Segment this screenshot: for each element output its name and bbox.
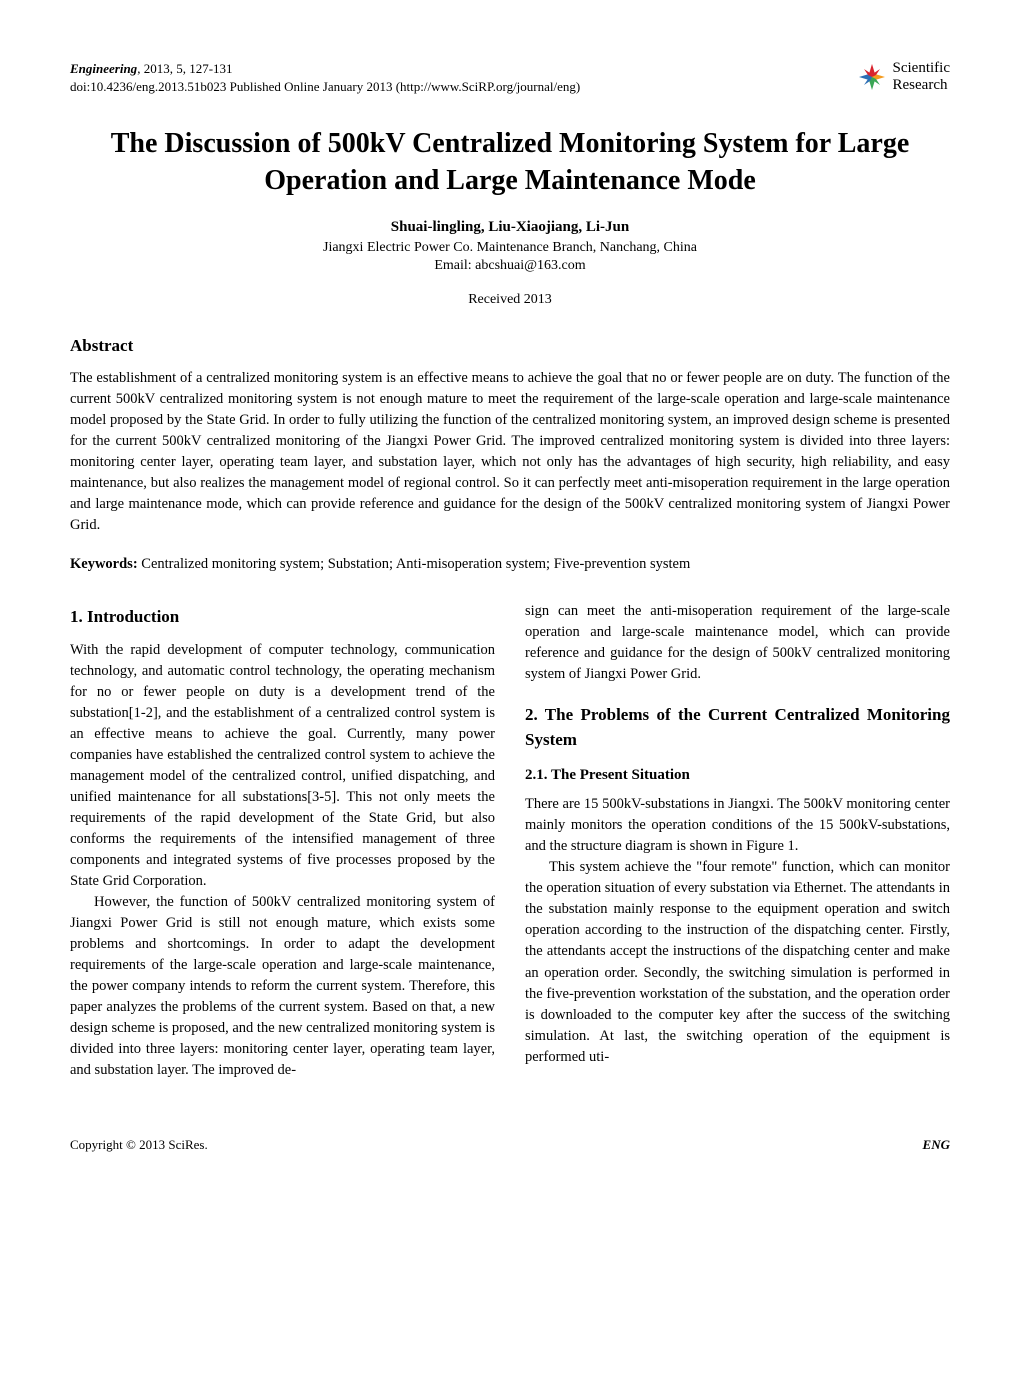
logo-text-bottom: Research xyxy=(893,77,950,94)
journal-title: Engineering xyxy=(70,61,137,76)
publisher-logo-text: Scientific Research xyxy=(893,60,950,93)
section-2-1-para-2: This system achieve the "four remote" fu… xyxy=(525,857,950,1067)
footer-copyright: Copyright © 2013 SciRes. xyxy=(70,1137,208,1153)
keywords: Keywords: Centralized monitoring system;… xyxy=(70,556,950,573)
journal-line-1: Engineering, 2013, 5, 127-131 xyxy=(70,60,580,78)
page-header: Engineering, 2013, 5, 127-131 doi:10.423… xyxy=(70,60,950,96)
affiliation: Jiangxi Electric Power Co. Maintenance B… xyxy=(70,240,950,256)
right-continuation-para: sign can meet the anti-misoperation requ… xyxy=(525,601,950,685)
abstract-heading: Abstract xyxy=(70,336,950,356)
received-date: Received 2013 xyxy=(70,292,950,308)
section-2-heading: 2. The Problems of the Current Centraliz… xyxy=(525,703,950,752)
page-footer: Copyright © 2013 SciRes. ENG xyxy=(70,1137,950,1153)
section-1-para-2: However, the function of 500kV centraliz… xyxy=(70,892,495,1081)
section-1-heading: 1. Introduction xyxy=(70,605,495,630)
footer-journal-abbrev: ENG xyxy=(923,1137,950,1153)
section-2-1-heading: 2.1. The Present Situation xyxy=(525,765,950,787)
right-column: sign can meet the anti-misoperation requ… xyxy=(525,601,950,1081)
scientific-research-icon xyxy=(857,62,887,92)
section-2-1-para-1: There are 15 500kV-substations in Jiangx… xyxy=(525,794,950,857)
logo-text-top: Scientific xyxy=(893,60,950,77)
journal-issue: , 2013, 5, 127-131 xyxy=(137,61,232,76)
journal-info: Engineering, 2013, 5, 127-131 doi:10.423… xyxy=(70,60,580,96)
paper-title: The Discussion of 500kV Centralized Moni… xyxy=(70,126,950,199)
authors: Shuai-lingling, Liu-Xiaojiang, Li-Jun xyxy=(70,219,950,236)
keywords-label: Keywords: xyxy=(70,556,138,572)
publisher-logo: Scientific Research xyxy=(857,60,950,93)
body-columns: 1. Introduction With the rapid developme… xyxy=(70,601,950,1081)
doi-line: doi:10.4236/eng.2013.51b023 Published On… xyxy=(70,78,580,96)
keywords-text: Centralized monitoring system; Substatio… xyxy=(138,556,691,572)
abstract-text: The establishment of a centralized monit… xyxy=(70,368,950,536)
email: Email: abcshuai@163.com xyxy=(70,258,950,274)
section-1-para-1: With the rapid development of computer t… xyxy=(70,640,495,892)
left-column: 1. Introduction With the rapid developme… xyxy=(70,601,495,1081)
